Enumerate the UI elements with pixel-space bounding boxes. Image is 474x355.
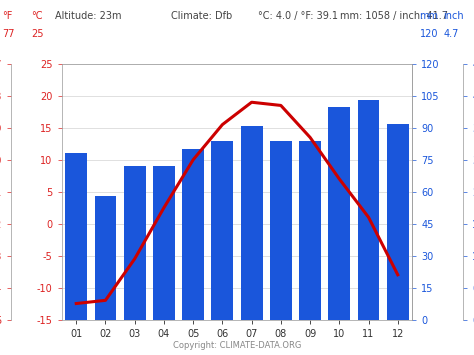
Bar xyxy=(299,141,321,320)
Bar xyxy=(153,166,175,320)
Text: mm: 1058 / inch: 41.7: mm: 1058 / inch: 41.7 xyxy=(340,11,448,21)
Bar xyxy=(241,126,263,320)
Bar xyxy=(357,100,380,320)
Text: 77: 77 xyxy=(2,29,15,39)
Bar xyxy=(65,153,87,320)
Text: °C: 4.0 / °F: 39.1: °C: 4.0 / °F: 39.1 xyxy=(258,11,338,21)
Text: 25: 25 xyxy=(31,29,43,39)
Bar xyxy=(328,106,350,320)
Bar xyxy=(270,141,292,320)
Text: 120: 120 xyxy=(419,29,438,39)
Text: °F: °F xyxy=(2,11,13,21)
Bar xyxy=(387,124,409,320)
Text: inch: inch xyxy=(443,11,464,21)
Text: 4.7: 4.7 xyxy=(443,29,458,39)
Text: °C: °C xyxy=(31,11,42,21)
Bar xyxy=(124,166,146,320)
Bar xyxy=(211,141,233,320)
Bar xyxy=(94,196,117,320)
Text: Altitude: 23m: Altitude: 23m xyxy=(55,11,121,21)
Text: Climate: Dfb: Climate: Dfb xyxy=(171,11,232,21)
Text: mm: mm xyxy=(419,11,438,21)
Text: Copyright: CLIMATE-DATA.ORG: Copyright: CLIMATE-DATA.ORG xyxy=(173,341,301,350)
Bar xyxy=(182,149,204,320)
